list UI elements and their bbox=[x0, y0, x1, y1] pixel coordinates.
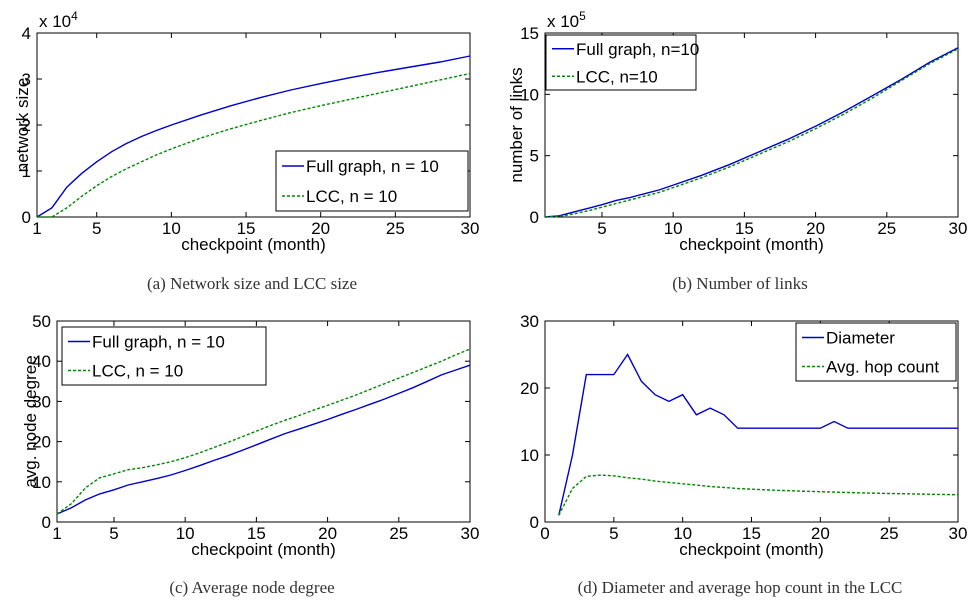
y-tick-label: 5 bbox=[530, 147, 539, 166]
y-tick-label: 1 bbox=[22, 162, 31, 181]
y-tick-label: 40 bbox=[32, 352, 51, 371]
series-line-primary bbox=[56, 364, 471, 515]
x-tick-label: 30 bbox=[949, 524, 968, 543]
series-line-secondary bbox=[544, 48, 959, 218]
legend: Full graph, n = 10 LCC, n = 10 bbox=[61, 326, 267, 386]
x-tick-label: 15 bbox=[247, 524, 266, 543]
legend-entry: Full graph, n=10 bbox=[576, 40, 699, 59]
y-tick-label: 0 bbox=[530, 513, 539, 532]
x-tick-label: 10 bbox=[162, 219, 181, 238]
y-axis-label: number of links bbox=[507, 67, 526, 182]
y-axis-label: network size bbox=[13, 78, 32, 172]
subfigure-caption: (a) Network size and LCC size bbox=[147, 274, 357, 293]
x-tick-label: 20 bbox=[311, 219, 330, 238]
chart-panel-4: 0 5 10 15 20 25 30 0 10 20 30 checkpoint (month) Dia… bbox=[520, 312, 967, 597]
x-tick-label: 20 bbox=[318, 524, 337, 543]
legend-box bbox=[795, 322, 957, 382]
subfigure-caption: (b) Number of links bbox=[672, 274, 808, 293]
y-tick-label: 10 bbox=[520, 446, 539, 465]
series-line-primary bbox=[544, 47, 959, 218]
x-tick-label: 25 bbox=[389, 524, 408, 543]
x-axis-label: checkpoint (month) bbox=[191, 540, 336, 559]
x-axis-label: checkpoint (month) bbox=[181, 235, 326, 254]
subfigure-caption: (d) Diameter and average hop count in th… bbox=[578, 578, 903, 597]
x-tick-label: 20 bbox=[806, 219, 825, 238]
legend: Full graph, n=10 LCC, n=10 bbox=[545, 34, 699, 91]
x-tick-label: 15 bbox=[237, 219, 256, 238]
legend-box bbox=[545, 34, 697, 91]
series-line-secondary bbox=[56, 348, 471, 515]
y-exponent-power: 5 bbox=[579, 9, 586, 23]
y-tick-label: 0 bbox=[22, 208, 31, 227]
y-tick-label: 20 bbox=[520, 379, 539, 398]
legend-entry: Full graph, n = 10 bbox=[92, 333, 225, 352]
x-tick-label: 10 bbox=[673, 524, 692, 543]
y-tick-label: 10 bbox=[520, 85, 539, 104]
y-tick-label: 4 bbox=[22, 24, 31, 43]
legend-box bbox=[275, 150, 469, 212]
x-axis-label: checkpoint (month) bbox=[679, 235, 824, 254]
x-tick-label: 15 bbox=[735, 219, 754, 238]
x-tick-label: 1 bbox=[32, 219, 41, 238]
legend-entry: Diameter bbox=[826, 329, 895, 348]
legend-entry: LCC, n=10 bbox=[576, 67, 658, 86]
legend-entry: LCC, n = 10 bbox=[306, 187, 397, 206]
y-tick-label: 30 bbox=[520, 312, 539, 331]
x-tick-label: 10 bbox=[176, 524, 195, 543]
y-tick-label: 2 bbox=[22, 116, 31, 135]
subfigure-caption: (c) Average node degree bbox=[169, 578, 334, 597]
y-tick-label: 0 bbox=[42, 513, 51, 532]
x-tick-label: 20 bbox=[811, 524, 830, 543]
x-tick-label: 30 bbox=[461, 524, 480, 543]
chart-panel-2: 5 10 15 20 25 30 0 5 10 15 x 105 checkpoint (month)… bbox=[507, 9, 967, 293]
x-tick-label: 25 bbox=[877, 219, 896, 238]
x-tick-label: 0 bbox=[540, 524, 549, 543]
x-tick-label: 25 bbox=[386, 219, 405, 238]
x-tick-label: 25 bbox=[880, 524, 899, 543]
x-tick-label: 30 bbox=[461, 219, 480, 238]
y-tick-label: 0 bbox=[530, 208, 539, 227]
y-exponent-power: 4 bbox=[71, 9, 78, 23]
x-tick-label: 5 bbox=[92, 219, 101, 238]
x-tick-label: 5 bbox=[109, 524, 118, 543]
y-tick-label: 3 bbox=[22, 70, 31, 89]
legend-entry: Avg. hop count bbox=[826, 358, 939, 377]
y-tick-label: 10 bbox=[32, 473, 51, 492]
y-tick-label: 15 bbox=[520, 24, 539, 43]
y-axis-label: avg. node degree bbox=[21, 355, 40, 487]
x-tick-label: 5 bbox=[609, 524, 618, 543]
y-exponent-label: x 104 bbox=[39, 9, 78, 31]
x-tick-label: 30 bbox=[949, 219, 968, 238]
y-tick-label: 30 bbox=[32, 392, 51, 411]
legend-entry: Full graph, n = 10 bbox=[306, 157, 439, 176]
legend-entry: LCC, n = 10 bbox=[92, 362, 183, 381]
y-tick-label: 20 bbox=[32, 433, 51, 452]
legend: Full graph, n = 10 LCC, n = 10 bbox=[275, 150, 469, 212]
x-tick-label: 5 bbox=[597, 219, 606, 238]
x-tick-label: 1 bbox=[52, 524, 61, 543]
legend: Diameter Avg. hop count bbox=[795, 322, 957, 382]
series-line-primary bbox=[558, 353, 958, 516]
series-line-secondary bbox=[558, 474, 959, 516]
x-tick-label: 15 bbox=[742, 524, 761, 543]
x-tick-label: 10 bbox=[664, 219, 683, 238]
x-axis-label: checkpoint (month) bbox=[679, 540, 824, 559]
y-tick-label: 50 bbox=[32, 312, 51, 331]
legend-box bbox=[61, 326, 267, 386]
y-exponent-label: x 105 bbox=[547, 9, 586, 31]
series-line-primary bbox=[36, 55, 471, 218]
